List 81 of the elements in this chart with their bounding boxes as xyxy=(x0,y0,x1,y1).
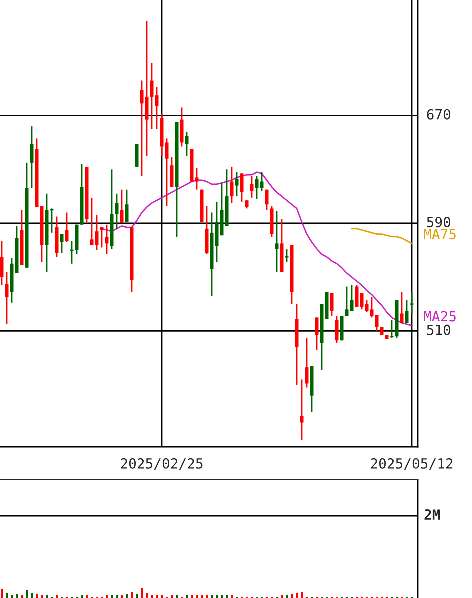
candlestick xyxy=(30,126,34,190)
x-tick-label: 2025/05/12 xyxy=(371,458,453,470)
candlestick xyxy=(410,291,414,314)
bar xyxy=(296,593,298,598)
bar xyxy=(26,590,28,598)
candlestick xyxy=(180,107,184,148)
bar xyxy=(6,593,8,598)
bar xyxy=(16,594,18,598)
bar xyxy=(221,595,223,598)
candlestick xyxy=(330,292,334,318)
candlestick xyxy=(230,166,234,204)
line-series xyxy=(351,228,413,244)
bar xyxy=(81,595,83,598)
candlestick xyxy=(315,317,319,351)
candlestick xyxy=(265,189,269,211)
y-tick-label: 670 xyxy=(427,109,451,120)
candlestick xyxy=(60,234,64,254)
bar xyxy=(151,595,153,598)
bar xyxy=(11,595,13,598)
bar xyxy=(21,595,23,598)
bar xyxy=(126,594,128,598)
bar xyxy=(41,595,43,598)
bar xyxy=(86,595,88,598)
candlestick xyxy=(285,248,289,264)
series-label: MA75 xyxy=(424,229,456,240)
candlestick xyxy=(135,143,139,168)
bar xyxy=(136,594,138,598)
bar xyxy=(291,594,293,598)
bar xyxy=(206,595,208,598)
bar xyxy=(121,595,123,598)
y-tick-label: 590 xyxy=(427,217,451,228)
candlestick xyxy=(400,291,404,324)
candlestick xyxy=(275,210,279,273)
candlestick xyxy=(125,189,129,223)
bar xyxy=(196,595,198,598)
candlestick xyxy=(305,337,309,388)
bar xyxy=(56,595,58,598)
bar xyxy=(216,595,218,598)
series-label: MA25 xyxy=(424,311,456,322)
bar xyxy=(116,595,118,598)
bar xyxy=(286,595,288,598)
bar xyxy=(161,595,163,598)
candlestick xyxy=(250,176,254,199)
bar xyxy=(231,595,233,598)
candlestick xyxy=(235,172,239,198)
bar xyxy=(106,595,108,598)
candlestick xyxy=(300,378,304,441)
candlestick xyxy=(115,193,119,230)
bar xyxy=(186,595,188,598)
bar xyxy=(131,592,133,598)
candlestick xyxy=(0,240,4,286)
bar xyxy=(156,595,158,598)
bar xyxy=(176,595,178,598)
bar xyxy=(211,595,213,598)
candlestick xyxy=(5,271,9,326)
bar xyxy=(301,592,303,598)
bar xyxy=(1,589,3,598)
candlestick xyxy=(100,226,104,248)
bar xyxy=(146,593,148,598)
candlestick xyxy=(405,300,409,324)
candlestick xyxy=(120,189,124,224)
candlestick xyxy=(335,316,339,344)
bar xyxy=(201,595,203,598)
bar xyxy=(31,593,33,598)
bar xyxy=(111,595,113,598)
x-tick-label: 2025/02/25 xyxy=(121,458,203,470)
bar xyxy=(281,595,283,598)
bar xyxy=(36,594,38,598)
candlestick xyxy=(240,172,244,203)
y-tick-label: 510 xyxy=(427,324,451,336)
bar xyxy=(141,588,143,598)
candlestick xyxy=(105,224,109,256)
candlestick xyxy=(185,131,189,157)
bar xyxy=(46,595,48,598)
text: 2M xyxy=(424,510,440,520)
candlestick xyxy=(170,156,174,188)
line-series xyxy=(101,172,413,327)
bar xyxy=(171,595,173,598)
candlestick xyxy=(65,212,69,244)
bar xyxy=(226,595,228,598)
bar xyxy=(191,595,193,598)
